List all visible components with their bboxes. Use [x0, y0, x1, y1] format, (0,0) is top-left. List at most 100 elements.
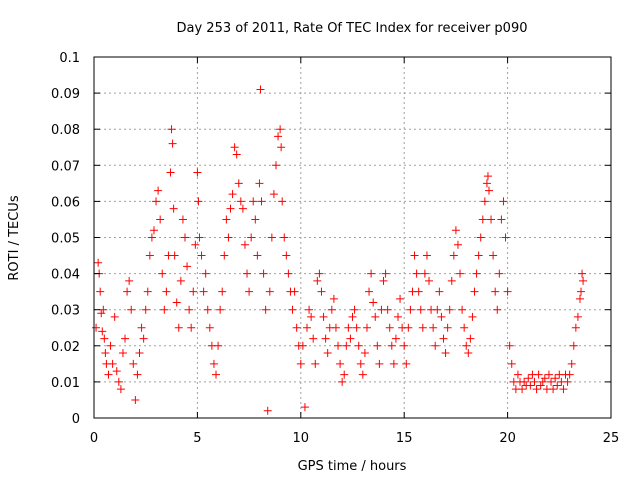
data-point [391, 334, 400, 343]
data-point [313, 276, 322, 285]
data-point [114, 377, 123, 386]
data-point [468, 312, 477, 321]
data-point [255, 179, 264, 188]
data-point [149, 226, 158, 235]
data-point [224, 233, 233, 242]
data-point [334, 341, 343, 350]
data-point [158, 269, 167, 278]
data-point [296, 359, 305, 368]
data-point [499, 197, 508, 206]
data-point [292, 323, 301, 332]
y-tick-label: 0.02 [51, 340, 80, 355]
data-point [121, 334, 130, 343]
x-tick-label: 25 [603, 431, 620, 446]
data-point [152, 197, 161, 206]
data-point [491, 287, 500, 296]
data-point [139, 334, 148, 343]
data-point [365, 287, 374, 296]
data-point [234, 179, 243, 188]
data-point [418, 323, 427, 332]
data-point [371, 312, 380, 321]
data-point [162, 287, 171, 296]
data-point [220, 251, 229, 260]
data-point [256, 85, 265, 94]
y-tick-label: 0.04 [51, 268, 80, 283]
data-point [493, 305, 502, 314]
data-point [135, 349, 144, 358]
data-point [317, 287, 326, 296]
data-point [348, 312, 357, 321]
data-point [147, 233, 156, 242]
data-point [503, 287, 512, 296]
data-point [309, 334, 318, 343]
data-point [106, 341, 115, 350]
data-point [547, 377, 556, 386]
data-point [540, 374, 549, 383]
data-point [209, 359, 218, 368]
data-point [551, 374, 560, 383]
data-point [414, 287, 423, 296]
data-point [305, 305, 314, 314]
data-point [383, 305, 392, 314]
data-point [178, 215, 187, 224]
data-point [104, 370, 113, 379]
data-point [549, 385, 558, 394]
data-point [145, 251, 154, 260]
data-point [327, 305, 336, 314]
data-point [425, 276, 434, 285]
data-point [373, 341, 382, 350]
data-point [362, 323, 371, 332]
data-point [300, 403, 309, 412]
data-point [458, 305, 467, 314]
data-point [346, 334, 355, 343]
data-point [338, 377, 347, 386]
data-point [267, 233, 276, 242]
data-point [321, 334, 330, 343]
data-point [123, 287, 132, 296]
data-point [342, 341, 351, 350]
data-point [214, 341, 223, 350]
data-point [243, 269, 252, 278]
data-point [453, 240, 462, 249]
data-point [166, 168, 175, 177]
data-point [191, 240, 200, 249]
data-point [269, 190, 278, 199]
data-point [381, 269, 390, 278]
data-point [553, 381, 562, 390]
data-point [298, 341, 307, 350]
data-point [216, 305, 225, 314]
data-point [420, 269, 429, 278]
y-tick-label: 0.01 [51, 376, 80, 391]
data-point [174, 323, 183, 332]
data-point [169, 204, 178, 213]
y-tick-label: 0.07 [51, 159, 80, 174]
data-point [183, 262, 192, 271]
data-point [422, 251, 431, 260]
data-point [319, 312, 328, 321]
data-point [280, 233, 289, 242]
data-point [154, 186, 163, 195]
data-point [497, 215, 506, 224]
data-point [400, 341, 409, 350]
data-point [389, 359, 398, 368]
data-point [240, 240, 249, 249]
data-point [307, 312, 316, 321]
data-point [193, 168, 202, 177]
data-point [195, 233, 204, 242]
data-point [369, 298, 378, 307]
y-axis-label: ROTI / TECUs [7, 195, 22, 280]
data-point [393, 312, 402, 321]
data-point [513, 370, 522, 379]
data-point [160, 305, 169, 314]
data-point [238, 204, 247, 213]
data-point [96, 287, 105, 296]
data-point [480, 197, 489, 206]
data-point [443, 323, 452, 332]
data-point [571, 323, 580, 332]
data-point [445, 305, 454, 314]
data-point [97, 309, 106, 318]
y-tick-labels: 0 0.01 0.02 0.03 0.04 0.05 0.06 0.07 0.08 0.09 0.1 [51, 51, 80, 427]
data-point [212, 370, 221, 379]
x-tick-labels: 0 5 10 15 20 25 [90, 431, 619, 446]
